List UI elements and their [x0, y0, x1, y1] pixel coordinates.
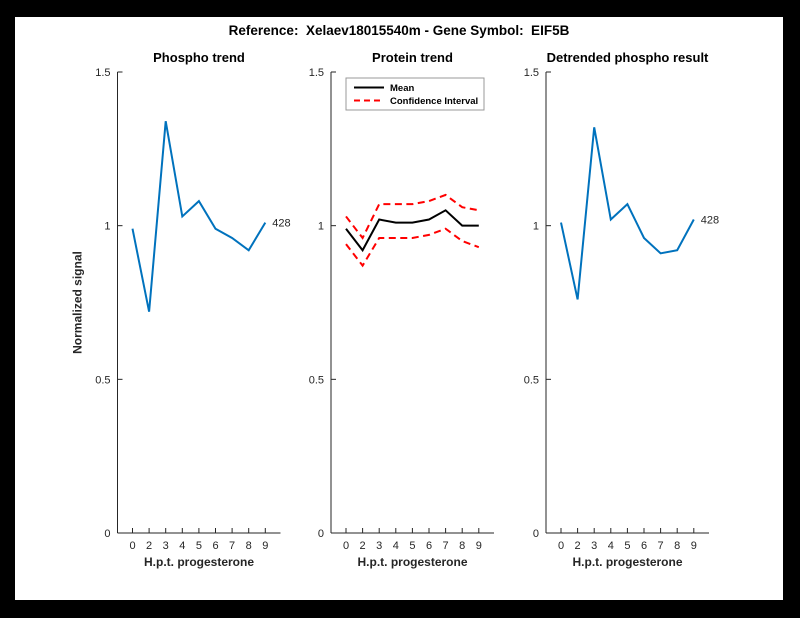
- ci-line: [345, 227, 480, 268]
- x-tick-label: 9: [476, 540, 482, 552]
- y-tick-label: 0.5: [524, 374, 539, 386]
- x-tick-label: 3: [591, 540, 597, 552]
- x-tick-label: 8: [459, 540, 465, 552]
- x-tick-label: 6: [641, 540, 647, 552]
- x-tick-label: 5: [624, 540, 630, 552]
- trend-line: [131, 121, 267, 312]
- x-axis-label: H.p.t. progesterone: [572, 555, 682, 569]
- y-tick-label: 1.5: [95, 67, 110, 79]
- y-tick-label: 0: [533, 528, 539, 540]
- x-tick-label: 6: [212, 540, 218, 552]
- x-tick-label: 9: [262, 540, 268, 552]
- figure-canvas: Reference: Xelaev18015540m - Gene Symbol…: [15, 17, 783, 600]
- y-tick-label: 0.5: [95, 374, 110, 386]
- y-tick-label: 1.5: [524, 67, 539, 79]
- y-tick-label: 1: [318, 221, 324, 233]
- x-tick-label: 0: [558, 540, 564, 552]
- y-tick-label: 0: [104, 528, 110, 540]
- trend-line: [345, 209, 479, 253]
- x-tick-label: 8: [674, 540, 680, 552]
- x-tick-label: 3: [163, 540, 169, 552]
- x-tick-label: 3: [376, 540, 382, 552]
- plot-title: Phospho trend: [153, 50, 245, 65]
- x-tick-label: 0: [129, 540, 135, 552]
- x-tick-label: 7: [229, 540, 235, 552]
- x-tick-label: 7: [658, 540, 664, 552]
- x-axis-label: H.p.t. progesterone: [144, 555, 254, 569]
- y-tick-label: 0.5: [309, 374, 324, 386]
- x-axis-label: H.p.t. progesterone: [357, 555, 467, 569]
- legend-box: Mean Confidence Interval: [345, 77, 485, 111]
- ci-line: [345, 193, 479, 240]
- endpoint-label: 428: [272, 218, 290, 230]
- legend-entry-label: Confidence Interval: [390, 96, 478, 107]
- endpoint-label: 428: [701, 215, 719, 227]
- plot-title: Protein trend: [372, 50, 453, 65]
- x-tick-label: 2: [146, 540, 152, 552]
- legend-entry-label: Mean: [390, 83, 414, 94]
- y-tick-label: 1.5: [309, 67, 324, 79]
- x-tick-label: 7: [443, 540, 449, 552]
- x-tick-label: 5: [196, 540, 202, 552]
- x-tick-label: 6: [426, 540, 432, 552]
- y-tick-label: 1: [104, 221, 110, 233]
- y-axis-label: Normalized signal: [71, 251, 85, 354]
- x-tick-label: 4: [179, 540, 185, 552]
- trend-line: [560, 127, 695, 300]
- x-tick-label: 2: [360, 540, 366, 552]
- x-tick-label: 9: [691, 540, 697, 552]
- x-tick-label: 2: [575, 540, 581, 552]
- x-tick-label: 5: [409, 540, 415, 552]
- x-tick-label: 4: [608, 540, 614, 552]
- y-tick-label: 1: [533, 221, 539, 233]
- y-tick-label: 0: [318, 528, 324, 540]
- x-tick-label: 4: [393, 540, 399, 552]
- figure-title: Reference: Xelaev18015540m - Gene Symbol…: [228, 23, 570, 38]
- x-tick-label: 0: [343, 540, 349, 552]
- plot-title: Detrended phospho result: [547, 50, 709, 65]
- x-tick-label: 8: [246, 540, 252, 552]
